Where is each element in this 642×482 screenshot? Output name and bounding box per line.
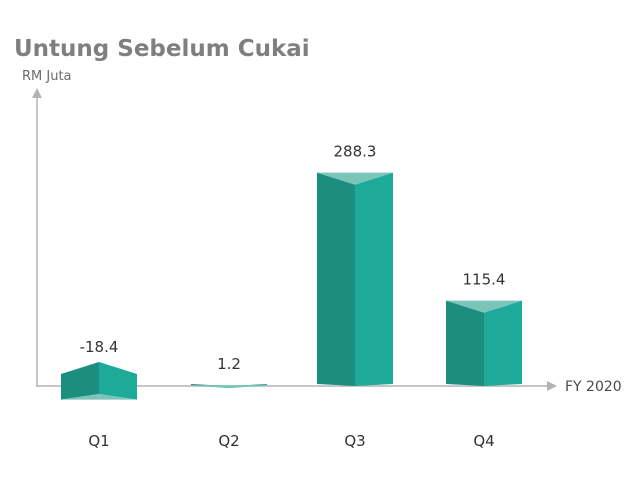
bar-top xyxy=(317,172,393,185)
bar-front xyxy=(99,362,137,400)
bar-top xyxy=(446,300,522,313)
data-label-q3: 288.3 xyxy=(334,143,377,161)
chart-title: Untung Sebelum Cukai xyxy=(14,36,310,62)
bar-top xyxy=(191,385,267,389)
bar-bottom xyxy=(61,394,137,400)
bar-side xyxy=(446,300,484,386)
x-tick-q3: Q3 xyxy=(344,432,365,450)
x-axis-arrow-icon xyxy=(547,381,557,391)
x-tick-q4: Q4 xyxy=(473,432,494,450)
bar-q4 xyxy=(446,300,522,386)
bars-group xyxy=(61,172,522,400)
data-label-q1: -18.4 xyxy=(80,338,119,356)
bar-front xyxy=(355,172,393,386)
data-label-q4: 115.4 xyxy=(463,271,506,289)
bar-q1 xyxy=(61,362,137,400)
bar-q2 xyxy=(191,384,267,389)
bar-q3 xyxy=(317,172,393,386)
bar-front xyxy=(484,300,522,386)
data-label-q2: 1.2 xyxy=(217,355,241,373)
y-axis-label: RM Juta xyxy=(22,69,72,84)
x-tick-q2: Q2 xyxy=(218,432,239,450)
bar-side xyxy=(61,362,99,400)
x-tick-q1: Q1 xyxy=(88,432,109,450)
bar-side xyxy=(317,172,355,386)
labels-group: -18.4 Q1 1.2 Q2 288.3 Q3 115.4 Q4 xyxy=(80,143,506,450)
y-axis-arrow-icon xyxy=(32,88,42,98)
x-axis-label: FY 2020 xyxy=(565,379,622,395)
